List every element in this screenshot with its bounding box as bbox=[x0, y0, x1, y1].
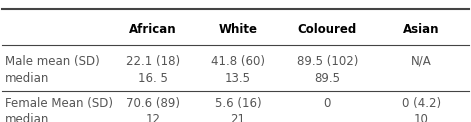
Text: 0: 0 bbox=[324, 97, 331, 110]
Text: African: African bbox=[129, 23, 177, 36]
Text: Asian: Asian bbox=[403, 23, 440, 36]
Text: 41.8 (60): 41.8 (60) bbox=[211, 55, 265, 67]
Text: 89.5: 89.5 bbox=[314, 72, 341, 85]
Text: N/A: N/A bbox=[411, 55, 432, 67]
Text: 0 (4.2): 0 (4.2) bbox=[402, 97, 441, 110]
Text: Coloured: Coloured bbox=[298, 23, 357, 36]
Text: 5.6 (16): 5.6 (16) bbox=[215, 97, 261, 110]
Text: Male mean (SD): Male mean (SD) bbox=[5, 55, 99, 67]
Text: 89.5 (102): 89.5 (102) bbox=[297, 55, 358, 67]
Text: 16. 5: 16. 5 bbox=[138, 72, 168, 85]
Text: 12: 12 bbox=[146, 113, 161, 122]
Text: 70.6 (89): 70.6 (89) bbox=[126, 97, 180, 110]
Text: White: White bbox=[219, 23, 257, 36]
Text: median: median bbox=[5, 72, 49, 85]
Text: Female Mean (SD): Female Mean (SD) bbox=[5, 97, 113, 110]
Text: median: median bbox=[5, 113, 49, 122]
Text: 13.5: 13.5 bbox=[225, 72, 251, 85]
Text: 21: 21 bbox=[230, 113, 245, 122]
Text: 10: 10 bbox=[414, 113, 429, 122]
Text: 22.1 (18): 22.1 (18) bbox=[126, 55, 180, 67]
